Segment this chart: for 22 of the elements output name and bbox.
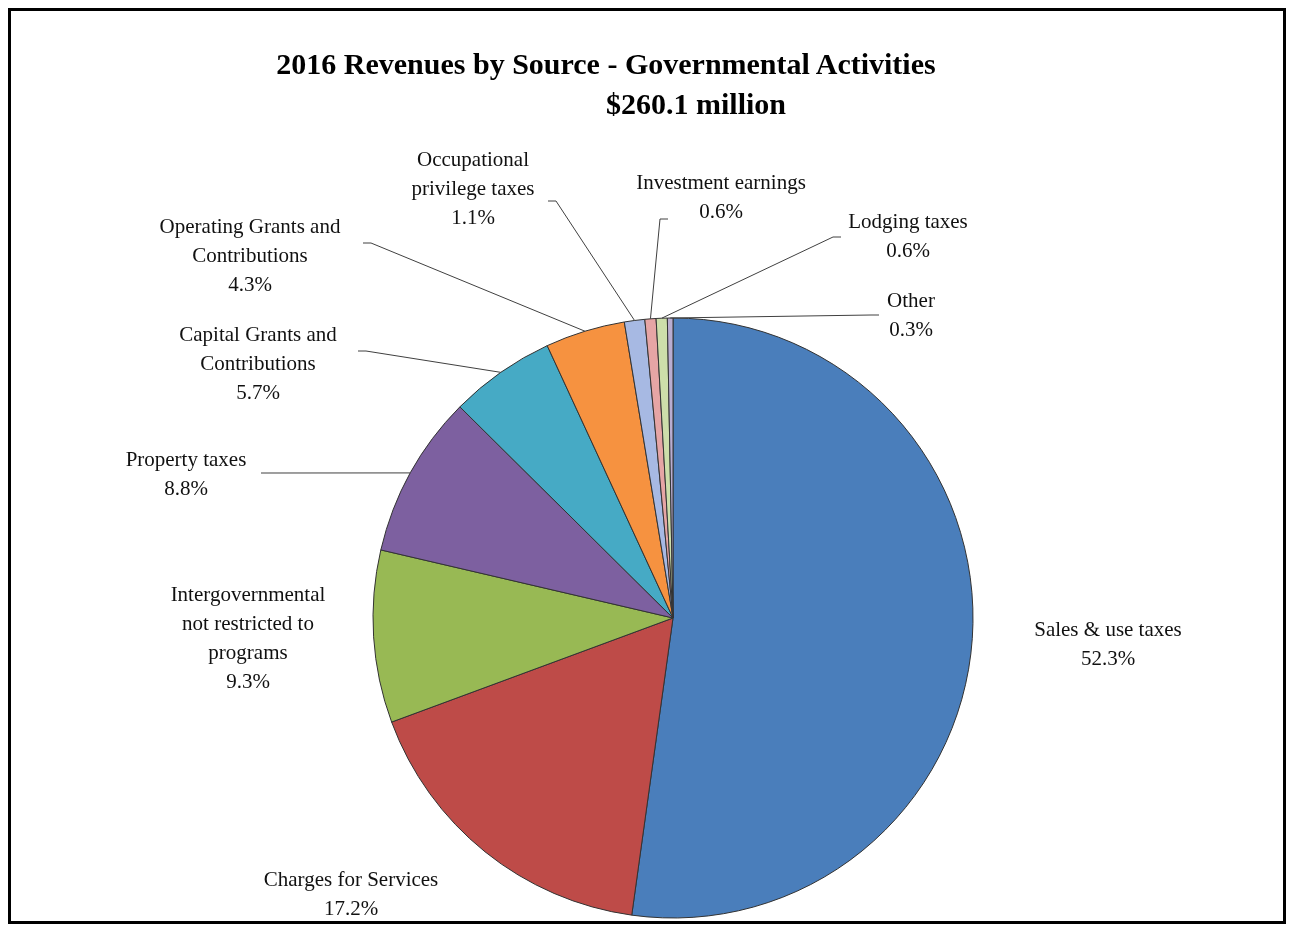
slice-label: Operating Grants and Contributions: [159, 214, 341, 267]
chart-title: 2016 Revenues by Source - Governmental Activities: [275, 47, 937, 81]
slice-label: Property taxes: [125, 447, 247, 471]
chart-subtitle: $260.1 million: [605, 87, 787, 121]
slice-label: Charges for Services: [263, 867, 439, 891]
data-label: 4.3%: [228, 272, 272, 296]
slice-label: Capital Grants and Contributions: [179, 322, 338, 375]
data-label: 9.3%: [226, 669, 270, 693]
slice-label: Intergovernmental not restricted to programs: [170, 582, 326, 664]
slice-label: Sales & use taxes: [1034, 617, 1182, 641]
data-label: 1.1%: [451, 205, 495, 229]
slice-label: Lodging taxes: [848, 209, 968, 233]
data-label: 5.7%: [236, 380, 280, 404]
data-label: 8.8%: [164, 476, 208, 500]
slice-label: Other: [887, 288, 935, 312]
data-label: 0.6%: [886, 238, 930, 262]
data-label: 0.3%: [889, 317, 933, 341]
data-label: 52.3%: [1080, 646, 1136, 670]
slice-label: Occupational privilege taxes: [411, 147, 535, 200]
data-label: 0.6%: [699, 199, 743, 223]
data-label: 17.2%: [323, 896, 379, 920]
slice-label: Investment earnings: [636, 170, 806, 194]
